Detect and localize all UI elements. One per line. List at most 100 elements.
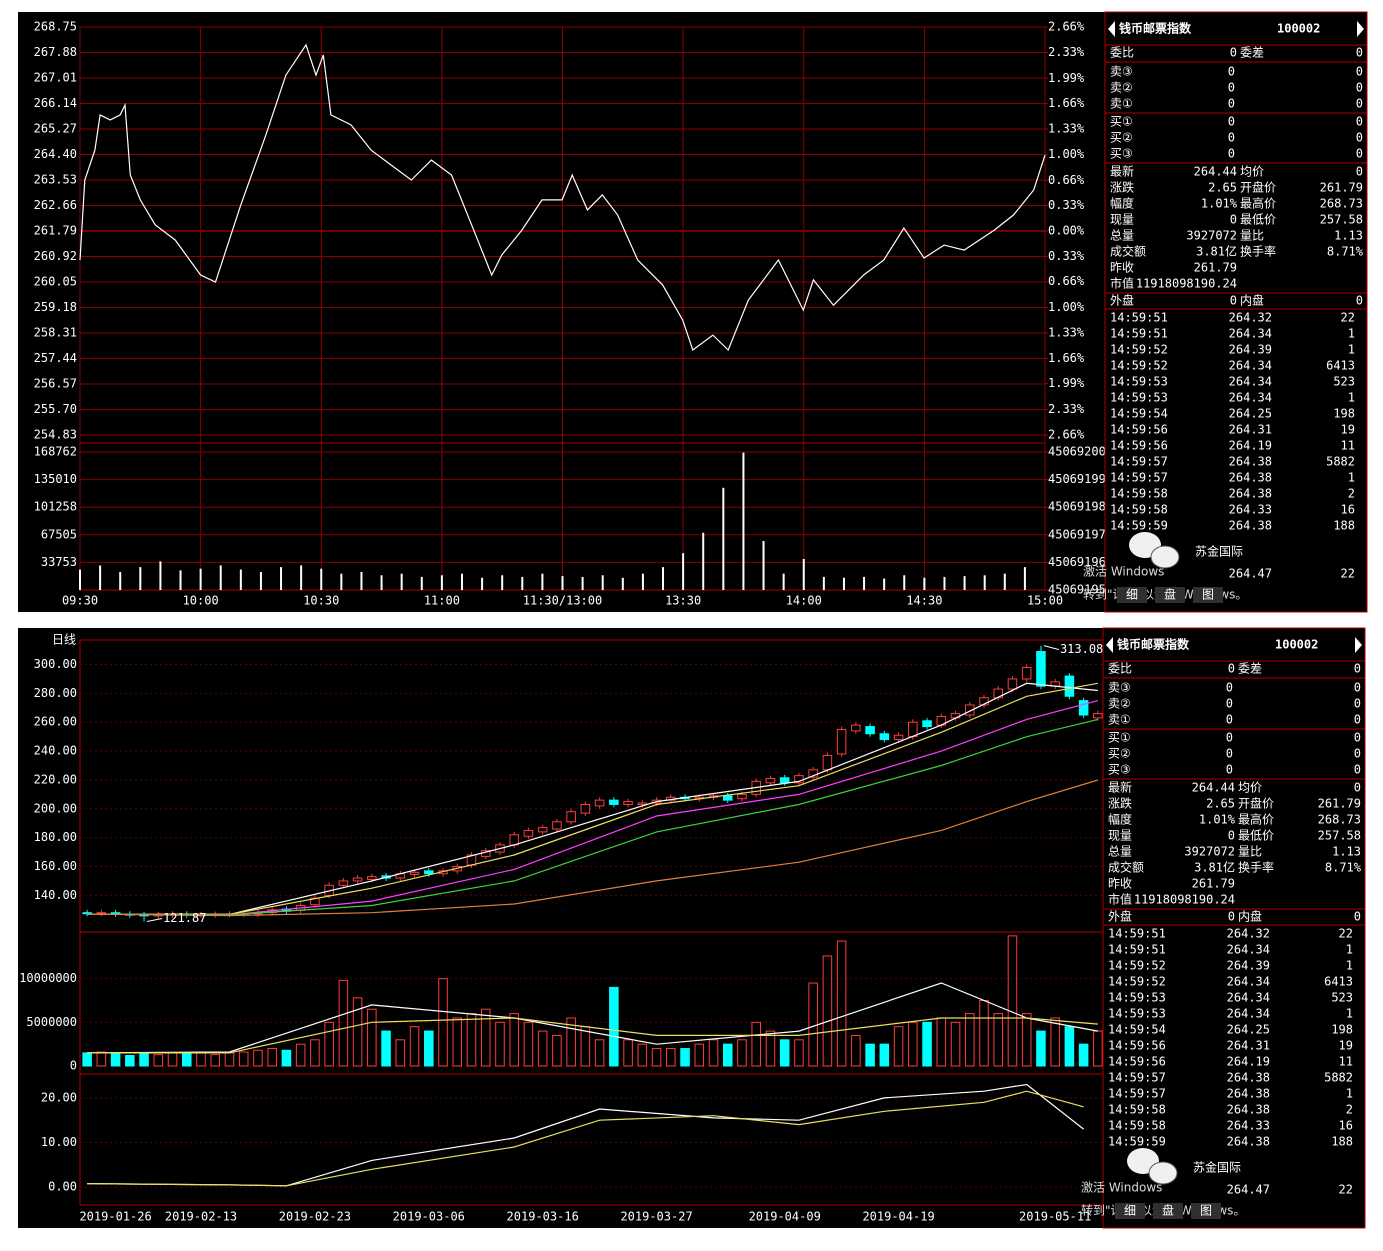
tab[interactable] (1117, 587, 1147, 603)
trade-time: 14:59:56 (1108, 1039, 1166, 1053)
tab[interactable] (1115, 1203, 1145, 1219)
prev-arrow (1108, 21, 1115, 37)
volume-bar (822, 955, 833, 1067)
tab[interactable] (1191, 1203, 1221, 1219)
y2-tick-label: 45069199 (1048, 472, 1106, 486)
candle-body (609, 799, 619, 805)
y-tick-label: 20.00 (41, 1090, 77, 1104)
volume-bar (879, 1043, 890, 1067)
row-label: 幅度 (1108, 812, 1132, 827)
y-tick-label: 180.00 (34, 830, 77, 844)
row-value: 261.79 (1320, 181, 1363, 195)
tab[interactable] (1153, 1203, 1183, 1219)
book-label: 卖② (1108, 697, 1131, 711)
row-value: 264.44 (1194, 165, 1237, 179)
trade-volume: 16 (1341, 503, 1355, 517)
candle-body (979, 697, 989, 706)
candle-body (1036, 651, 1046, 687)
volume-bar (420, 576, 423, 590)
trade-volume: 1 (1346, 1087, 1353, 1101)
volume-bar (460, 573, 463, 590)
trade-time: 14:59:53 (1110, 391, 1168, 405)
volume-bar (99, 565, 102, 590)
volume-bar (694, 1043, 705, 1067)
y-tick-label: 200.00 (34, 801, 77, 815)
row-value: 261.79 (1318, 797, 1361, 811)
y2-tick-label: 1.00% (1048, 300, 1085, 314)
row-label: 总量 (1110, 229, 1134, 243)
tab[interactable] (1155, 587, 1185, 603)
trade-time: 14:59:54 (1108, 1023, 1166, 1037)
y2-tick-label: 1.33% (1048, 326, 1085, 340)
series-line (87, 779, 1099, 917)
volume-bar (782, 573, 785, 590)
volume-bar (722, 1043, 733, 1067)
book-price: 0 (1226, 747, 1233, 761)
book-volume: 0 (1354, 731, 1361, 745)
candle-body (552, 821, 562, 830)
volume-bar (210, 1054, 221, 1067)
trade-time: 14:59:57 (1108, 1071, 1166, 1085)
trade-volume: 16 (1339, 1119, 1353, 1133)
book-label: 买② (1108, 747, 1131, 761)
row-value: 3.81亿 (1196, 244, 1237, 259)
y-tick-label: 265.27 (34, 122, 77, 136)
tab[interactable] (1193, 587, 1223, 603)
y2-tick-label: 0.33% (1048, 249, 1085, 263)
max-annotation: 313.08 (1060, 642, 1103, 656)
tab-label[interactable]: 细 (1124, 1204, 1136, 1218)
brand: 苏金国际 (1195, 544, 1243, 559)
volume-bar (641, 573, 644, 590)
volume-bar (1050, 1017, 1060, 1067)
volume-bar (360, 572, 363, 590)
volume-bar (1064, 1026, 1075, 1067)
trade-time: 14:59:52 (1108, 975, 1166, 989)
book-label: 卖② (1110, 81, 1133, 95)
row-value: 0 (1354, 662, 1361, 676)
next-arrow (1355, 637, 1362, 653)
trade-volume: 11 (1339, 1055, 1353, 1069)
trade-time: 14:59:54 (1110, 407, 1168, 421)
volume-bar (79, 569, 81, 590)
volume-bar (708, 1039, 719, 1067)
volume-bar (253, 1049, 263, 1067)
volume-bar (324, 1021, 334, 1067)
tab-label[interactable]: 盘 (1162, 1203, 1174, 1218)
wechat-icon (1150, 545, 1180, 569)
row-label: 量比 (1240, 229, 1264, 243)
row-value: 1.01% (1199, 813, 1236, 827)
tab-label[interactable]: 盘 (1164, 587, 1176, 602)
volume-bar (409, 1026, 420, 1067)
row-label: 内盘 (1240, 293, 1264, 308)
volume-bar (452, 1017, 463, 1067)
quote-panel (1104, 11, 1368, 613)
prev-arrow (1106, 637, 1113, 653)
tab-label[interactable]: 细 (1126, 588, 1138, 602)
y2-tick-label: 0.33% (1048, 198, 1085, 212)
volume-bar (96, 1051, 107, 1067)
candle-body (409, 871, 420, 875)
volume-bar (521, 576, 524, 590)
trade-time: 14:59:58 (1110, 503, 1168, 517)
row-value: 268.73 (1318, 813, 1361, 827)
candle-body (908, 721, 918, 738)
volume-bar (300, 565, 303, 590)
trade-volume: 1 (1348, 471, 1355, 485)
volume-bar (883, 578, 886, 590)
volume-bar (110, 1052, 121, 1067)
book-volume: 0 (1354, 681, 1361, 695)
tab-label[interactable]: 图 (1200, 1204, 1212, 1218)
candle-body (964, 704, 975, 716)
y-tick-label: 10000000 (19, 971, 77, 985)
trade-price: 264.25 (1229, 407, 1272, 421)
tab-label[interactable]: 图 (1202, 588, 1214, 602)
trade-price: 264.34 (1227, 991, 1270, 1005)
trade-volume: 198 (1331, 1023, 1353, 1037)
volume-bar (903, 575, 906, 590)
row-value: 0 (1228, 662, 1235, 676)
volume-bar (139, 1053, 149, 1067)
x-tick-label: 2019-04-09 (749, 1210, 821, 1224)
volume-bar (295, 1043, 306, 1067)
series-line (87, 982, 1099, 1054)
